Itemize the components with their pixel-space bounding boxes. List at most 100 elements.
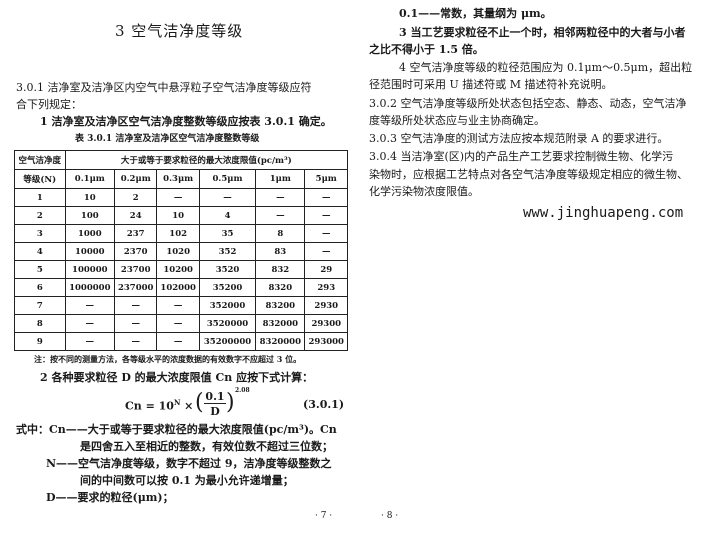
formula-times: × xyxy=(180,399,194,413)
table-row: 1 10 2— — — — xyxy=(14,188,348,207)
class-cell: 1 xyxy=(14,188,66,207)
value-cell: 832 xyxy=(255,260,306,279)
table-row: 8— — —3520000 832000 29300 xyxy=(14,314,348,333)
right-text-line: 染物时，应根据工艺特点对各空气洁净度等级规定相应的微生物、 xyxy=(369,168,688,181)
formula-exponent-n: N xyxy=(173,398,181,407)
value-cell: 1020 xyxy=(156,242,200,261)
group-header: 大于或等于要求粒径的最大浓度限值(pc/m³) xyxy=(64,150,349,170)
page-number-right: · 8 · xyxy=(381,511,399,521)
value-cell: 29 xyxy=(304,260,348,279)
value-cell: 2 xyxy=(113,188,158,207)
value-cell: 293 xyxy=(304,278,348,297)
class-cell: 9 xyxy=(14,332,66,351)
value-cell: 1000 xyxy=(64,224,115,243)
right-text-line: 4 空气洁净度等级的粒径范围应为 0.1μm～0.5μm，超出粒 xyxy=(399,61,693,74)
class-cell: 7 xyxy=(14,296,66,315)
value-cell: 35200000 xyxy=(198,332,257,351)
formula-denominator: D xyxy=(210,405,220,418)
item-1: 1 洁净室及洁净区空气洁净度整数等级应按表 3.0.1 确定。 xyxy=(40,115,332,128)
clause-3-0-1-line2: 合下列规定： xyxy=(16,98,82,111)
value-cell: — xyxy=(156,188,200,207)
value-cell: 29300 xyxy=(304,314,348,333)
column-header: 0.5μm xyxy=(198,169,257,189)
value-cell: — xyxy=(64,332,115,351)
value-cell: 8320 xyxy=(255,278,306,297)
section-title: 3 空气洁净度等级 xyxy=(115,22,244,40)
right-text-line: 3.0.4 当洁净室(区)内的产品生产工艺要求控制微生物、化学污 xyxy=(369,150,674,163)
column-header: 5μm xyxy=(304,169,348,189)
formula-lhs: Cn = 10 xyxy=(125,399,174,413)
right-text-line: 径范围时可采用 U 描述符或 M 描述符补充说明。 xyxy=(369,78,613,91)
value-cell: 8 xyxy=(255,224,306,243)
value-cell: 237000 xyxy=(113,278,158,297)
value-cell: 2930 xyxy=(304,296,348,315)
value-cell: 24 xyxy=(113,206,158,225)
value-cell: — xyxy=(156,314,200,333)
value-cell: 1000000 xyxy=(64,278,115,297)
value-cell: — xyxy=(64,314,115,333)
column-header: 0.1μm xyxy=(64,169,115,189)
value-cell: 100 xyxy=(64,206,115,225)
value-cell: 10 xyxy=(64,188,115,207)
value-cell: — xyxy=(304,242,348,261)
cleanliness-class-table: 空气洁净度 大于或等于要求粒径的最大浓度限值(pc/m³) 等级(N) 0.1μ… xyxy=(14,150,349,351)
value-cell: 35200 xyxy=(198,278,257,297)
where-line2: 是四舍五入至相近的整数，有效位数不超过三位数； xyxy=(80,440,333,453)
class-cell: 4 xyxy=(14,242,66,261)
table-row: 9— — —35200000 8320000 293000 xyxy=(14,332,348,351)
value-cell: 100000 xyxy=(64,260,115,279)
formula-label: (3.0.1) xyxy=(303,398,345,411)
class-cell: 6 xyxy=(14,278,66,297)
value-cell: 3520 xyxy=(198,260,257,279)
corner-header: 空气洁净度 xyxy=(14,150,66,170)
value-cell: 83200 xyxy=(255,296,306,315)
value-cell: 3520000 xyxy=(198,314,257,333)
value-cell: — xyxy=(156,296,200,315)
value-cell: — xyxy=(113,332,158,351)
where-line5: D——要求的粒径(μm)； xyxy=(46,491,174,504)
class-cell: 2 xyxy=(14,206,66,225)
value-cell: — xyxy=(304,206,348,225)
class-header: 等级(N) xyxy=(14,169,66,189)
value-cell: — xyxy=(304,224,348,243)
where-line4: 间的中间数可以按 0.1 为最小允许递增量； xyxy=(80,474,294,487)
table-row: 2 100 24 10 4— — xyxy=(14,206,348,225)
table-row: 7— — —352000 83200 2930 xyxy=(14,296,348,315)
value-cell: 10000 xyxy=(64,242,115,261)
value-cell: 23700 xyxy=(113,260,158,279)
right-text-line: 3.0.2 空气洁净度等级所处状态包括空态、静态、动态，空气洁净 xyxy=(369,97,687,110)
value-cell: — xyxy=(255,206,306,225)
value-cell: 352000 xyxy=(198,296,257,315)
value-cell: — xyxy=(304,188,348,207)
right-text-line: 度等级所处状态应与业主协商确定。 xyxy=(369,114,545,127)
watermark-url: www.jinghuapeng.com xyxy=(523,205,684,221)
value-cell: — xyxy=(113,314,158,333)
table-row: 3 1000 237 102 35 8— xyxy=(14,224,348,243)
class-cell: 3 xyxy=(14,224,66,243)
value-cell: 352 xyxy=(198,242,257,261)
right-text-line: 3.0.3 空气洁净度的测试方法应按本规范附录 A 的要求进行。 xyxy=(369,132,669,145)
where-line1: 式中：Cn——大于或等于要求粒径的最大浓度限值(pc/m³)。Cn xyxy=(16,423,337,436)
table-row: 4 10000 2370 1020 352 83— xyxy=(14,242,348,261)
value-cell: 10 xyxy=(156,206,200,225)
value-cell: 2370 xyxy=(113,242,158,261)
right-text-line: 之比不得小于 1.5 倍。 xyxy=(369,43,484,56)
value-cell: 83 xyxy=(255,242,306,261)
table-caption: 表 3.0.1 洁净室及洁净区空气洁净度整数等级 xyxy=(75,134,260,144)
column-header: 0.3μm xyxy=(156,169,200,189)
value-cell: — xyxy=(64,296,115,315)
value-cell: 237 xyxy=(113,224,158,243)
value-cell: 832000 xyxy=(255,314,306,333)
value-cell: 102000 xyxy=(156,278,200,297)
value-cell: 10200 xyxy=(156,260,200,279)
class-cell: 5 xyxy=(14,260,66,279)
right-text-line: 0.1——常数，其量纲为 μm。 xyxy=(399,7,552,20)
table-row: 6 1000000 237000 102000 35200 8320 293 xyxy=(14,278,348,297)
formula-numerator: 0.1 xyxy=(204,390,226,404)
value-cell: 293000 xyxy=(304,332,348,351)
formula-power: 2.08 xyxy=(235,387,250,394)
table-note: 注：按不同的测量方法，各等级水平的浓度数据的有效数字不应超过 3 位。 xyxy=(34,354,302,364)
value-cell: 35 xyxy=(198,224,257,243)
right-text-line: 化学污染物浓度限值。 xyxy=(369,185,479,198)
page-number-left: · 7 · xyxy=(315,511,333,521)
